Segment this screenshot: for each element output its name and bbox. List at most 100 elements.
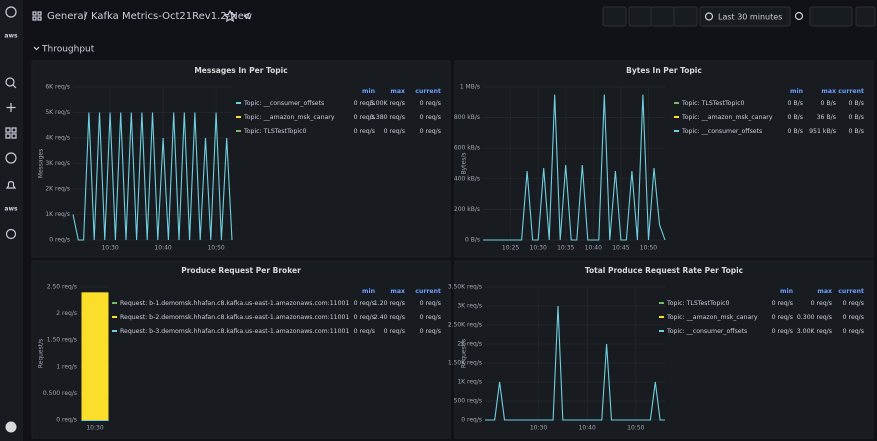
y-tick-label: 800 kB/s (454, 114, 480, 121)
legend-name[interactable]: Topic: TLSTestTopic0 (681, 100, 745, 107)
grafana-logo[interactable] (5, 6, 17, 18)
legend-name[interactable]: Topic: __consumer_offsets (243, 100, 324, 107)
legend-name[interactable]: Request: b-3.demomsk.hhafan.c8.kafka.us-… (120, 328, 349, 335)
series-line (485, 305, 665, 421)
legend-header[interactable]: current (838, 288, 864, 295)
legend-header[interactable]: max (390, 288, 405, 295)
panel-background (454, 260, 874, 439)
legend-header[interactable]: min (790, 88, 803, 95)
legend-name[interactable]: Topic: TLSTestTopic0 (243, 128, 307, 135)
star-button[interactable] (223, 9, 237, 22)
y-tick-label: 4K req/s (45, 135, 70, 142)
legend-value: 0 req/s (843, 328, 864, 335)
y-tick-label: 0 req/s (56, 417, 77, 424)
row-collapse-icon[interactable] (33, 46, 40, 51)
legend-value: 0 req/s (384, 328, 405, 335)
y-tick-label: 1 MB/s (460, 84, 480, 91)
panel: Bytes In Per Topic 0 B/s 200 kB/s 400 kB/s 6… (454, 60, 874, 258)
legend-header[interactable]: max (821, 88, 836, 95)
y-tick-label: 0 req/s (49, 237, 70, 244)
panel-title[interactable]: Produce Request Per Broker (181, 266, 301, 275)
aws-icon[interactable]: aws (4, 33, 18, 40)
explore-icon[interactable] (5, 152, 17, 164)
legend-value: 0 req/s (354, 328, 375, 335)
legend-name[interactable]: Topic: TLSTestTopic0 (666, 300, 730, 307)
legend-name[interactable]: Request: b-1.demomsk.hhafan.c8.kafka.us-… (120, 300, 349, 307)
tv-mode-button[interactable] (855, 6, 876, 27)
legend-name[interactable]: Request: b-2.demomsk.hhafan.c8.kafka.us-… (120, 314, 349, 321)
y-tick-label: 2.50 req/s (47, 284, 77, 291)
legend-header[interactable]: min (780, 288, 793, 295)
y-axis-label: Messages (38, 149, 45, 178)
panel-title[interactable]: Total Produce Request Rate Per Topic (585, 266, 743, 275)
legend-name[interactable]: Topic: __consumer_offsets (666, 328, 747, 335)
legend-value: 0 req/s (420, 100, 441, 107)
save-button[interactable] (628, 6, 653, 27)
legend-value: 0 req/s (420, 314, 441, 321)
user-avatar[interactable] (5, 421, 17, 433)
y-tick-label: 1K req/s (45, 211, 70, 218)
panel-title[interactable]: Messages In Per Topic (194, 66, 287, 75)
y-tick-label: 1.50 req/s (47, 337, 77, 344)
aws-icon[interactable]: aws (4, 206, 18, 213)
legend-name[interactable]: Topic: __consumer_offsets (681, 128, 762, 135)
series-line (483, 94, 666, 241)
legend-name[interactable]: Topic: __amazon_msk_canary (243, 114, 335, 121)
legend-header[interactable]: current (838, 88, 864, 95)
info-button[interactable] (650, 6, 675, 27)
y-axis-label: Bytes/s (461, 153, 468, 175)
y-tick-label: 3K req/s (45, 160, 70, 167)
settings-button[interactable] (673, 6, 698, 27)
dashboards-icon[interactable] (5, 127, 17, 139)
row-title[interactable]: Throughput (41, 45, 95, 55)
legend-value: 0 req/s (384, 128, 405, 135)
panel-title[interactable]: Bytes In Per Topic (626, 66, 702, 75)
panel: Total Produce Request Rate Per Topic 0 re… (448, 260, 874, 439)
x-tick-label: 10:50 (640, 245, 657, 252)
panel: Produce Request Per Broker 0 req/s 0.500 r… (31, 260, 451, 439)
y-axis-label: Request/s (461, 339, 468, 369)
x-tick-label: 10:30 (101, 245, 118, 252)
legend-header[interactable]: current (415, 288, 441, 295)
x-tick-label: 10:40 (154, 245, 171, 252)
legend-value: 5.00K req/s (370, 100, 405, 107)
legend-value: 0 req/s (420, 300, 441, 307)
legend-value: 0 B/s (849, 128, 864, 135)
settings-icon[interactable] (5, 228, 17, 240)
bar (81, 292, 109, 420)
refresh-button[interactable] (809, 6, 853, 27)
legend-value: 0 B/s (788, 128, 803, 135)
legend-value: 3.00K req/s (797, 328, 832, 335)
x-tick-label: 10:40 (579, 425, 596, 432)
x-tick-label: 10:40 (585, 245, 602, 252)
create-icon[interactable] (6, 103, 16, 112)
breadcrumb-folder[interactable]: General (47, 11, 86, 22)
legend-name[interactable]: Topic: __amazon_msk_canary (666, 314, 758, 321)
time-picker[interactable] (699, 6, 791, 27)
legend-header[interactable]: min (362, 288, 375, 295)
legend-header[interactable]: current (415, 88, 441, 95)
legend-name[interactable]: Topic: __amazon_msk_canary (681, 114, 773, 121)
legend-value: 0 req/s (843, 314, 864, 321)
legend-header[interactable]: max (390, 88, 405, 95)
y-tick-label: 1K req/s (457, 379, 482, 386)
panels: Messages In Per Topic 0 req/s 1K req/s 2K r… (31, 60, 874, 439)
share-button[interactable] (243, 12, 251, 20)
legend-header[interactable]: min (362, 88, 375, 95)
legend-value: 0 req/s (843, 300, 864, 307)
y-tick-label: 6K req/s (45, 84, 70, 91)
x-tick-label: 10:45 (612, 245, 629, 252)
search-icon[interactable] (5, 77, 15, 87)
add-panel-button[interactable] (602, 6, 627, 27)
y-tick-label: 0 B/s (465, 237, 480, 244)
zoom-out-button[interactable] (794, 11, 804, 21)
legend-value: 0 B/s (849, 100, 864, 107)
legend-header[interactable]: max (817, 288, 832, 295)
y-tick-label: 500 req/s (454, 398, 482, 405)
dashboard-title[interactable]: Kafka Metrics-Oct21Rev1.2-New (91, 11, 252, 22)
x-tick-label: 10:50 (627, 425, 644, 432)
panel-background (454, 60, 874, 258)
legend-value: 1.20 req/s (374, 300, 405, 307)
legend-value: 951 kB/s (809, 128, 836, 135)
alerting-icon[interactable] (5, 181, 17, 189)
